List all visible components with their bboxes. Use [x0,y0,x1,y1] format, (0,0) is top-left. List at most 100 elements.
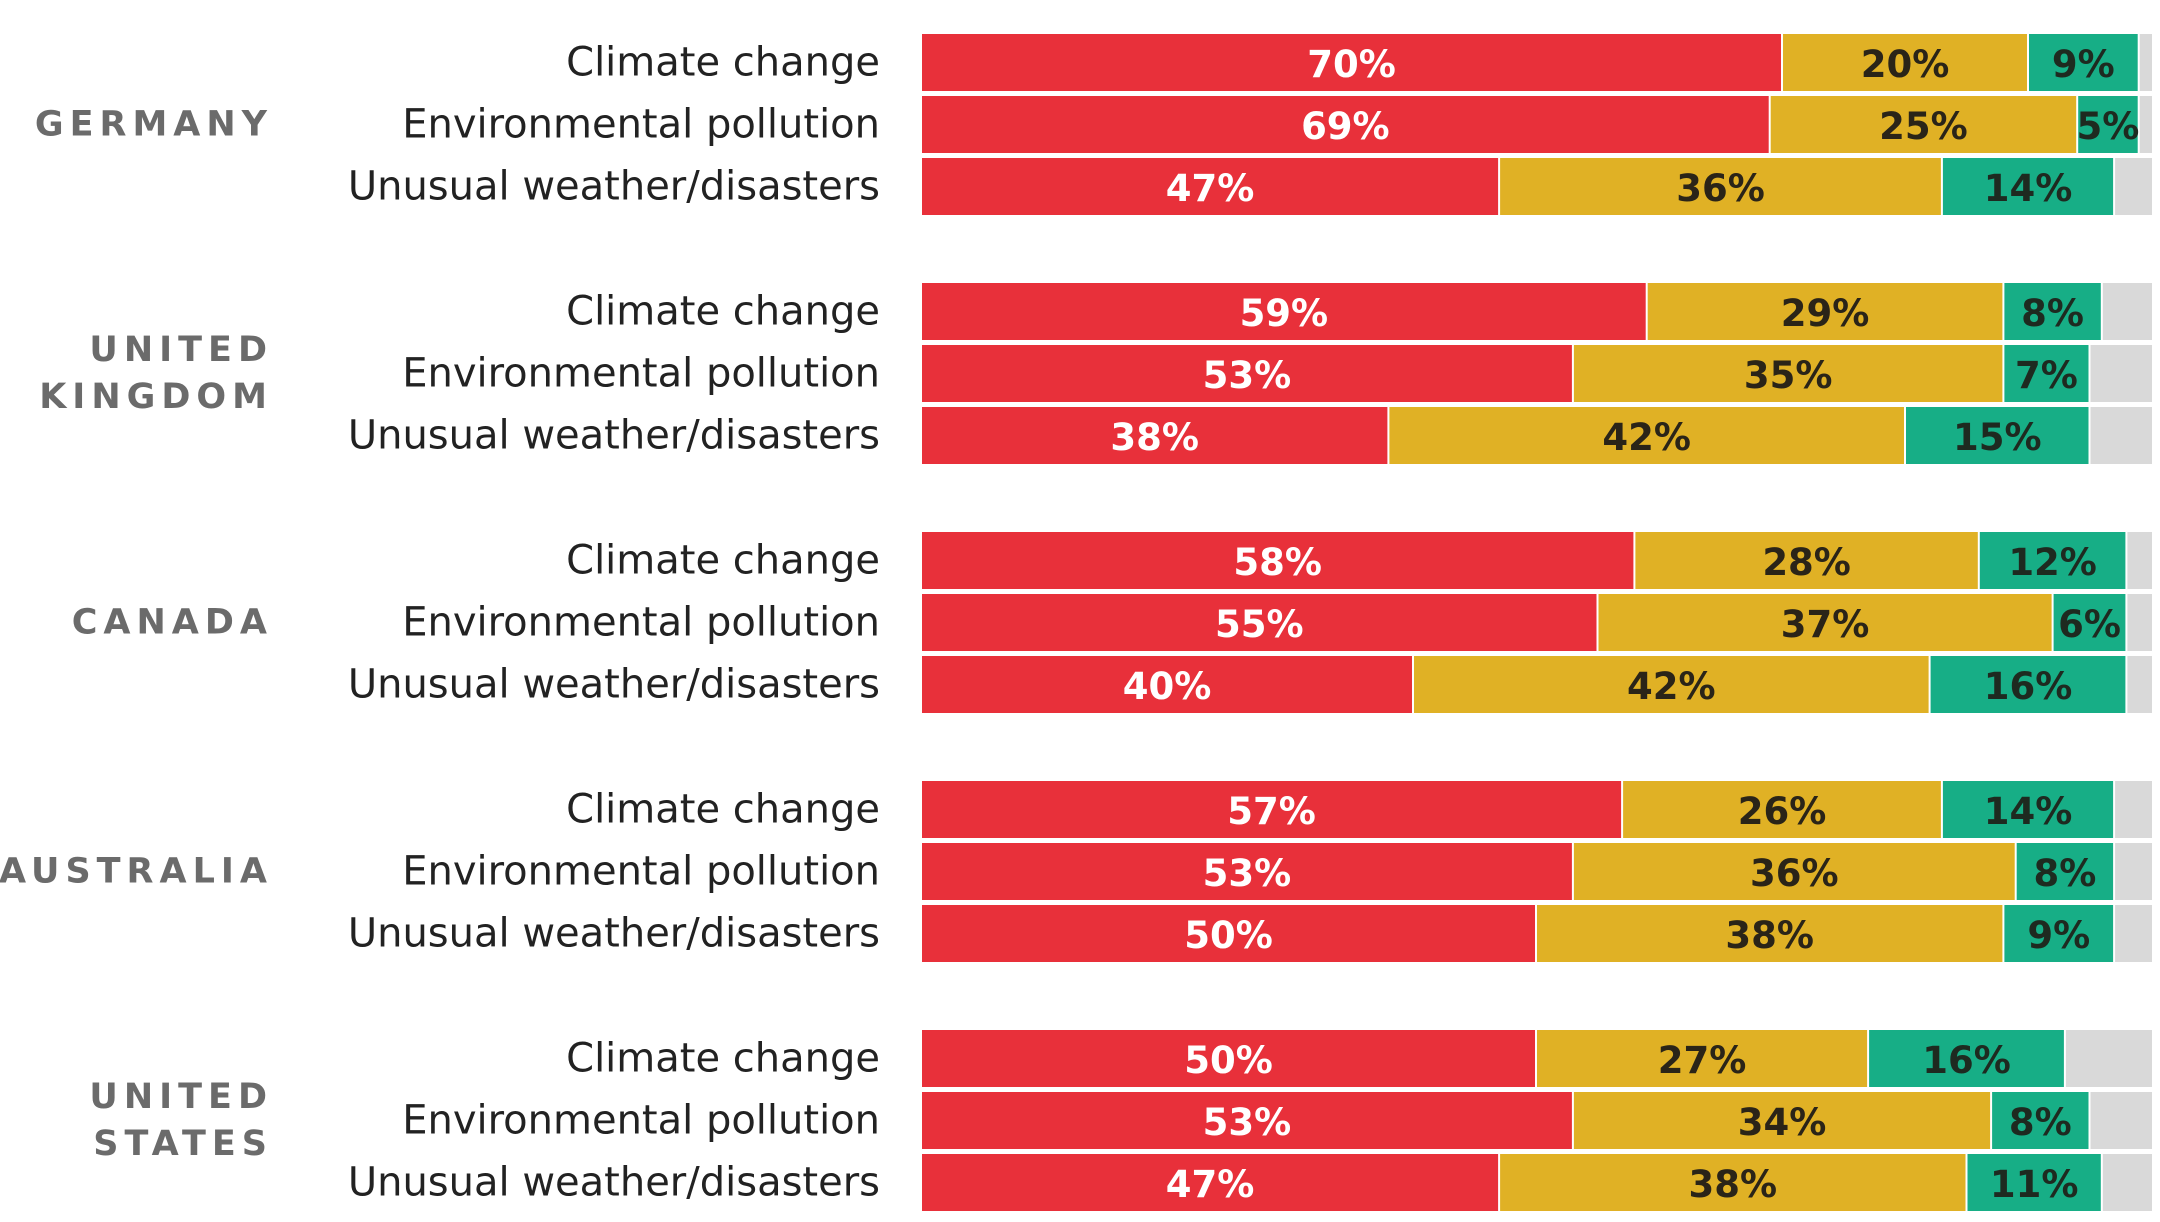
bar-segment [1537,1030,1868,1087]
data-label: 53% [1203,852,1292,895]
data-label: 12% [2008,541,2097,584]
data-label: 53% [1203,354,1292,397]
row-label: Climate change [566,1036,880,1082]
bar-segment [1635,532,1978,589]
bar-segment [922,407,1388,464]
country-group: GERMANY Climate change 70% 20% 9% Environment… [35,34,2152,215]
bar-segment [2115,781,2152,838]
bar-segment [2004,345,2089,402]
data-label: 7% [2015,354,2078,397]
data-label: 59% [1240,292,1329,335]
bar-segment [2102,283,2152,340]
data-label: 42% [1627,665,1716,708]
data-label: 15% [1953,416,2042,459]
bar-segment [922,532,1634,589]
bar-segment [922,96,1769,153]
bar-segment [922,781,1622,838]
bar-segment [922,1092,1572,1149]
data-label: 5% [2077,105,2140,148]
bar-segment [2139,96,2152,153]
row-label: Environmental pollution [402,351,880,397]
bar-segment [2065,1030,2152,1087]
bar-segment [1598,594,2052,651]
bar-segment [1647,283,2003,340]
row-label: Climate change [566,289,880,335]
country-label: STATES [93,1124,273,1164]
country-group: CANADA Climate change 58% 28% 12% Environment… [72,532,2152,713]
data-label: 47% [1166,1163,1255,1206]
country-group: UNITED KINGDOM Climate change 59% 29% 8% Envir… [39,283,2152,464]
data-label: 28% [1762,541,1851,584]
bar-segment [922,594,1597,651]
data-label: 38% [1689,1163,1778,1206]
bar-segment [2102,1154,2152,1211]
country-label: CANADA [72,603,273,643]
row-label: Unusual weather/disasters [348,911,880,957]
bar-segment [1414,656,1929,713]
bar-segment [1573,345,2003,402]
bar-segment [2090,407,2152,464]
row-label: Environmental pollution [402,102,880,148]
bar-segment [922,1154,1499,1211]
data-label: 16% [1984,665,2073,708]
bar-segment [2090,1092,2152,1149]
bar-segment [2078,96,2138,153]
data-label: 40% [1123,665,1212,708]
bar-segment [1500,158,1941,215]
country-label: UNITED [89,1077,273,1117]
country-label: UNITED [89,330,273,370]
bar-segment [1979,532,2126,589]
bar-segment [2139,34,2152,91]
bar-segment [2016,843,2114,900]
data-label: 36% [1750,852,1839,895]
row-label: Climate change [566,40,880,86]
data-label: 58% [1233,541,1322,584]
bar-segment [2115,843,2152,900]
bar-segment [1389,407,1904,464]
bar-segment [922,656,1412,713]
bar-segment [1906,407,2089,464]
data-label: 42% [1602,416,1691,459]
data-label: 29% [1781,292,1870,335]
data-label: 55% [1215,603,1304,646]
data-label: 8% [2033,852,2096,895]
row-label: Climate change [566,538,880,584]
data-label: 50% [1184,1039,1273,1082]
data-label: 38% [1725,914,1814,957]
country-group: UNITED STATES Climate change 50% 27% 16% Envir… [89,1030,2152,1211]
bar-segment [1623,781,1941,838]
bar-segment [2115,158,2152,215]
data-label: 20% [1861,43,1950,86]
row-label: Unusual weather/disasters [348,413,880,459]
row-label: Environmental pollution [402,600,880,646]
bar-segment [922,158,1499,215]
data-label: 8% [2021,292,2084,335]
bar-segment [1573,843,2015,900]
bar-segment [922,843,1572,900]
bar-segment [2127,656,2152,713]
data-label: 38% [1110,416,1199,459]
data-label: 14% [1984,790,2073,833]
bar-segment [2004,905,2114,962]
bar-segment [1967,1154,2101,1211]
row-label: Environmental pollution [402,1098,880,1144]
data-label: 8% [2009,1101,2072,1144]
data-label: 50% [1184,914,1273,957]
bar-segment [922,283,1646,340]
data-label: 26% [1738,790,1827,833]
data-label: 25% [1879,105,1968,148]
bar-segment [1783,34,2027,91]
bar-segment [1942,781,2114,838]
row-label: Unusual weather/disasters [348,662,880,708]
row-label: Environmental pollution [402,849,880,895]
bar-segment [1537,905,2003,962]
country-group: AUSTRALIA Climate change 57% 26% 14% Environm… [0,781,2152,962]
bar-segment [922,34,1781,91]
bar-segment [922,1030,1535,1087]
data-label: 9% [2027,914,2090,957]
data-label: 47% [1166,167,1255,210]
row-label: Climate change [566,787,880,833]
country-label: AUSTRALIA [0,852,273,892]
bar-segment [2029,34,2138,91]
